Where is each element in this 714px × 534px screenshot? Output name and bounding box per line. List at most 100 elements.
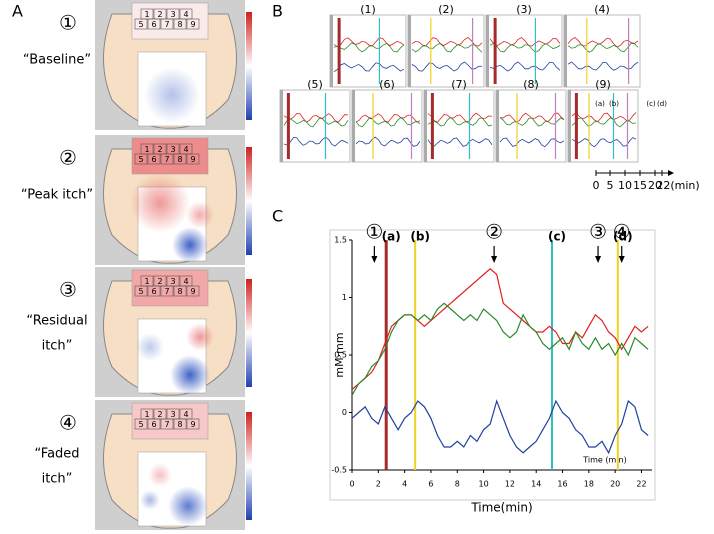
- segment-frame: [423, 89, 495, 163]
- state-marker: ④: [59, 411, 77, 435]
- x-tick-label: 12: [505, 480, 515, 489]
- channel-label: 8: [177, 420, 182, 429]
- annotation-arrowhead: [491, 256, 498, 263]
- time-axis-label: 20: [648, 179, 662, 192]
- channel-label: 7: [164, 420, 169, 429]
- time-axis-label: 22(min): [656, 179, 699, 192]
- segment-trace: [411, 61, 483, 72]
- segment-edge: [486, 15, 489, 87]
- segment-trace: [499, 137, 565, 148]
- segment-trace: [333, 42, 405, 53]
- channel-label: 1: [144, 10, 149, 19]
- x-axis-title: Time(min): [470, 501, 532, 515]
- event-label: (a): [382, 230, 401, 244]
- event-label: (b): [410, 230, 430, 244]
- segment-trace: [283, 136, 349, 147]
- channel-label: 2: [157, 145, 162, 154]
- x-tick-label: 16: [557, 480, 567, 489]
- channel-label: 5: [138, 287, 143, 296]
- state-marker: ②: [59, 146, 77, 170]
- series-line: [351, 302, 649, 396]
- segment-trace: [567, 61, 639, 71]
- channel-label: 8: [177, 155, 182, 164]
- channel-label: 2: [157, 277, 162, 286]
- annotation-marker: ③: [589, 220, 607, 244]
- segment-trace: [333, 62, 405, 73]
- channel-label: 6: [151, 420, 156, 429]
- y-axis-title: mM·mm: [333, 332, 346, 377]
- channel-label: 3: [170, 277, 175, 286]
- channel-box: [173, 18, 187, 30]
- segment-edge: [330, 15, 333, 87]
- segment-trace: [283, 118, 349, 128]
- x-tick-label: 10: [478, 480, 488, 489]
- segment-label: (5): [307, 78, 323, 91]
- state-label: itch”: [42, 472, 73, 487]
- channel-box: [186, 153, 200, 165]
- segment-trace: [571, 117, 637, 128]
- panel-label: C: [272, 207, 283, 226]
- x-tick-label: 20: [610, 480, 620, 489]
- channel-box: [186, 18, 200, 30]
- segment-trace: [283, 113, 349, 123]
- channel-box: [186, 285, 200, 297]
- segment-trace: [489, 43, 561, 53]
- y-tick-label: -0.5: [331, 466, 347, 475]
- segment-label: (1): [360, 3, 376, 16]
- state-label: “Peak itch”: [21, 188, 93, 203]
- segment-label: (4): [594, 3, 610, 16]
- x-tick-label: 4: [402, 480, 407, 489]
- time-axis-arrow: [668, 170, 674, 176]
- activation-blob: [148, 463, 172, 487]
- x-tick-label: 0: [349, 480, 354, 489]
- segment-trace: [567, 43, 639, 53]
- segment-label: (3): [516, 3, 532, 16]
- segment-trace: [355, 136, 421, 147]
- event-label: (a): [595, 100, 605, 108]
- segment-frame: [329, 14, 407, 88]
- channel-label: 5: [138, 155, 143, 164]
- time-axis-label: 10: [618, 179, 632, 192]
- activation-blob: [136, 333, 164, 361]
- channel-box: [160, 285, 174, 297]
- x-tick-label: 8: [455, 480, 460, 489]
- segment-trace: [567, 37, 639, 48]
- x-tick-label: 18: [584, 480, 594, 489]
- state-marker: ①: [59, 11, 77, 35]
- channel-box: [134, 285, 148, 297]
- state-marker: ③: [59, 278, 77, 302]
- state-label: “Residual: [26, 314, 87, 329]
- channel-label: 7: [164, 20, 169, 29]
- panel-label: B: [272, 2, 283, 21]
- inner-axis-label: Time (min): [582, 456, 626, 465]
- segment-edge: [424, 90, 427, 162]
- channel-label: 9: [190, 287, 195, 296]
- channel-label: 8: [177, 20, 182, 29]
- activation-blob: [186, 201, 214, 229]
- channel-box: [173, 285, 187, 297]
- channel-box: [147, 153, 161, 165]
- segment-trace: [571, 137, 637, 148]
- channel-label: 4: [183, 10, 188, 19]
- channel-label: 7: [164, 287, 169, 296]
- brain-map: 1 2 3 4 5 6 7 8 9: [95, 400, 252, 530]
- segment-trace: [333, 37, 405, 48]
- channel-box: [186, 418, 200, 430]
- channel-label: 4: [183, 145, 188, 154]
- activation-blob: [172, 227, 208, 263]
- segment-edge: [496, 90, 499, 162]
- segment-label: (9): [595, 78, 611, 91]
- panel-label: A: [12, 2, 23, 21]
- segment-trace: [411, 43, 483, 53]
- channel-label: 3: [170, 145, 175, 154]
- channel-box: [160, 418, 174, 430]
- segment-frame: [567, 89, 639, 163]
- state-label: “Faded: [34, 447, 79, 462]
- brain-map: 1 2 3 4 5 6 7 8 9: [95, 267, 252, 397]
- channel-box: [134, 418, 148, 430]
- channel-box: [173, 418, 187, 430]
- channel-label: 9: [190, 20, 195, 29]
- channel-label: 4: [183, 410, 188, 419]
- channel-label: 9: [190, 155, 195, 164]
- channel-label: 2: [157, 10, 162, 19]
